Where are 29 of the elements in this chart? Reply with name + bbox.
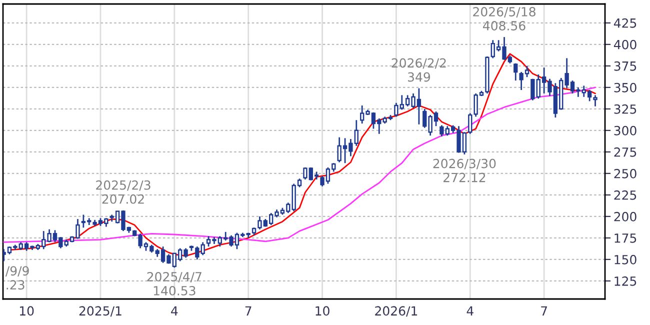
- y-tick-label: 300: [614, 126, 636, 136]
- candlestick: [514, 62, 518, 82]
- y-tick-label: 375: [614, 61, 636, 71]
- x-tick-label: 10: [20, 306, 34, 316]
- annotation: 2026/3/30 272.12: [433, 158, 496, 182]
- x-tick-label: 2026/1: [375, 306, 418, 317]
- y-tick-label: 150: [614, 254, 636, 264]
- y-tick-label: 125: [614, 276, 636, 286]
- x-tick-label: 2025/1: [79, 306, 122, 317]
- y-tick-label: 325: [614, 104, 636, 114]
- x-tick-label: 4: [466, 306, 474, 316]
- annotation: 2025/4/7 140.53: [147, 272, 202, 296]
- y-tick-label: 400: [614, 40, 636, 50]
- x-tick-label: 7: [541, 306, 547, 316]
- y-tick-label: 175: [614, 234, 636, 243]
- y-tick-label: 350: [614, 82, 636, 92]
- y-tick-label: 225: [614, 190, 636, 200]
- x-tick-label: 7: [245, 306, 252, 316]
- x-tick-label: 10: [316, 306, 330, 316]
- y-tick-label: 275: [614, 147, 636, 157]
- x-tick-label: 4: [171, 306, 178, 316]
- y-tick-label: 250: [614, 168, 636, 178]
- annotation: 2026/5/18 408.56: [473, 7, 536, 30]
- line-series: [8, 53, 596, 257]
- annotation: 2025/2/3 207.02: [96, 180, 150, 204]
- annotation: /9/9 .23: [5, 266, 29, 290]
- y-tick-label: 425: [614, 18, 636, 28]
- annotation: 2026/2/2 349: [392, 58, 446, 82]
- y-tick-label: 200: [614, 212, 636, 222]
